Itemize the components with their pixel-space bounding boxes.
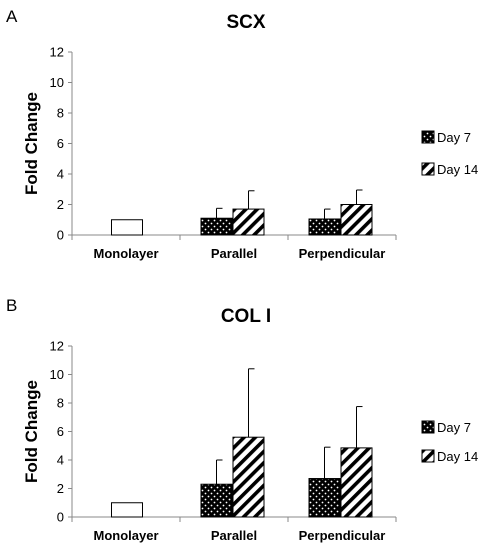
- legend-label: Day 14: [437, 162, 478, 177]
- y-tick-label: 10: [50, 75, 64, 90]
- y-tick-label: 4: [57, 167, 64, 182]
- legend-label: Day 7: [437, 130, 471, 145]
- x-category-label: Monolayer: [93, 246, 158, 261]
- chart-panel-1: A SCX Fold Change 0 2 4 6 8 10 12 Monolayer Paralle…: [6, 7, 478, 261]
- y-tick-label: 12: [50, 339, 64, 354]
- bar-day-14-perpendicular: [340, 204, 373, 236]
- y-tick-label: 6: [57, 136, 64, 151]
- chart-title: COL I: [221, 306, 271, 327]
- legend-label: Day 7: [437, 420, 471, 435]
- legend-swatch: [421, 130, 435, 144]
- bar-control-monolayer: [111, 502, 143, 518]
- y-axis-label: Fold Change: [22, 92, 41, 195]
- y-tick-label: 6: [57, 424, 64, 439]
- y-tick-label: 2: [57, 197, 64, 212]
- x-category-label: Perpendicular: [299, 528, 386, 543]
- y-tick-label: 12: [50, 45, 64, 60]
- y-tick-label: 4: [57, 453, 64, 468]
- y-tick-label: 0: [57, 510, 64, 525]
- legend-swatch: [421, 162, 435, 176]
- panel-label: A: [6, 7, 18, 26]
- bar-day-7-parallel: [200, 217, 233, 236]
- x-category-label: Perpendicular: [299, 246, 386, 261]
- bar-day-7-perpendicular: [308, 478, 341, 518]
- x-category-label: Monolayer: [93, 528, 158, 543]
- bar-day-7-perpendicular: [308, 218, 341, 236]
- bar-day-7-parallel: [200, 483, 233, 518]
- x-category-label: Parallel: [211, 528, 257, 543]
- y-tick-label: 8: [57, 106, 64, 121]
- y-axis-label: Fold Change: [22, 380, 41, 483]
- chart-panel-2: B COL I Fold Change 0 2 4 6 8 10 12 Monolayer Paral…: [6, 296, 478, 543]
- bar-control-monolayer: [111, 219, 143, 236]
- chart-title: SCX: [226, 12, 265, 33]
- legend-swatch: [421, 420, 435, 434]
- panel-label: B: [6, 296, 17, 315]
- y-tick-label: 0: [57, 228, 64, 243]
- x-category-label: Parallel: [211, 246, 257, 261]
- legend-swatch: [421, 449, 435, 463]
- bar-day-14-perpendicular: [340, 447, 373, 518]
- bar-day-14-parallel: [232, 208, 265, 236]
- y-tick-label: 8: [57, 396, 64, 411]
- y-tick-label: 2: [57, 481, 64, 496]
- bar-day-14-parallel: [232, 436, 265, 518]
- y-tick-label: 10: [50, 367, 64, 382]
- legend-label: Day 14: [437, 449, 478, 464]
